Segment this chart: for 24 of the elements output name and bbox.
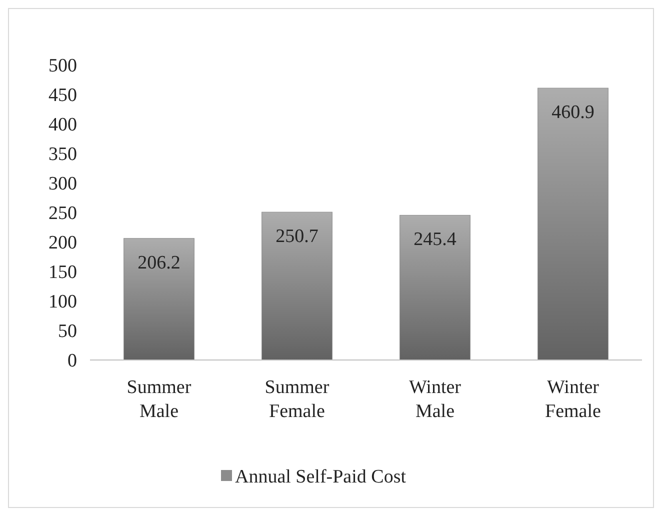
x-tick-label: Summer Male — [126, 377, 192, 422]
y-tick-label: 50 — [58, 321, 77, 342]
legend-label: Annual Self-Paid Cost — [235, 466, 407, 488]
data-label: 250.7 — [276, 226, 318, 248]
y-tick-label: 100 — [48, 292, 77, 313]
x-tick-label: Winter Female — [545, 377, 601, 422]
x-tick-label: Summer Female — [264, 377, 330, 422]
y-tick-label: 0 — [68, 350, 77, 372]
y-tick-label: 200 — [48, 232, 77, 254]
y-tick-label: 250 — [48, 203, 77, 224]
bar — [124, 238, 194, 360]
y-tick-label: 350 — [48, 144, 77, 166]
data-label: 206.2 — [138, 252, 180, 274]
x-tick-label: Winter Male — [409, 377, 462, 422]
y-tick-label: 450 — [48, 85, 77, 106]
bar — [400, 214, 470, 360]
y-tick-label: 300 — [48, 174, 77, 195]
data-label: 245.4 — [414, 229, 457, 250]
data-label: 460.9 — [552, 102, 594, 124]
bar — [538, 88, 608, 360]
y-tick-label: 150 — [48, 262, 77, 284]
y-tick-label: 400 — [48, 114, 77, 136]
bar — [262, 212, 332, 360]
y-tick-label: 500 — [48, 56, 77, 77]
